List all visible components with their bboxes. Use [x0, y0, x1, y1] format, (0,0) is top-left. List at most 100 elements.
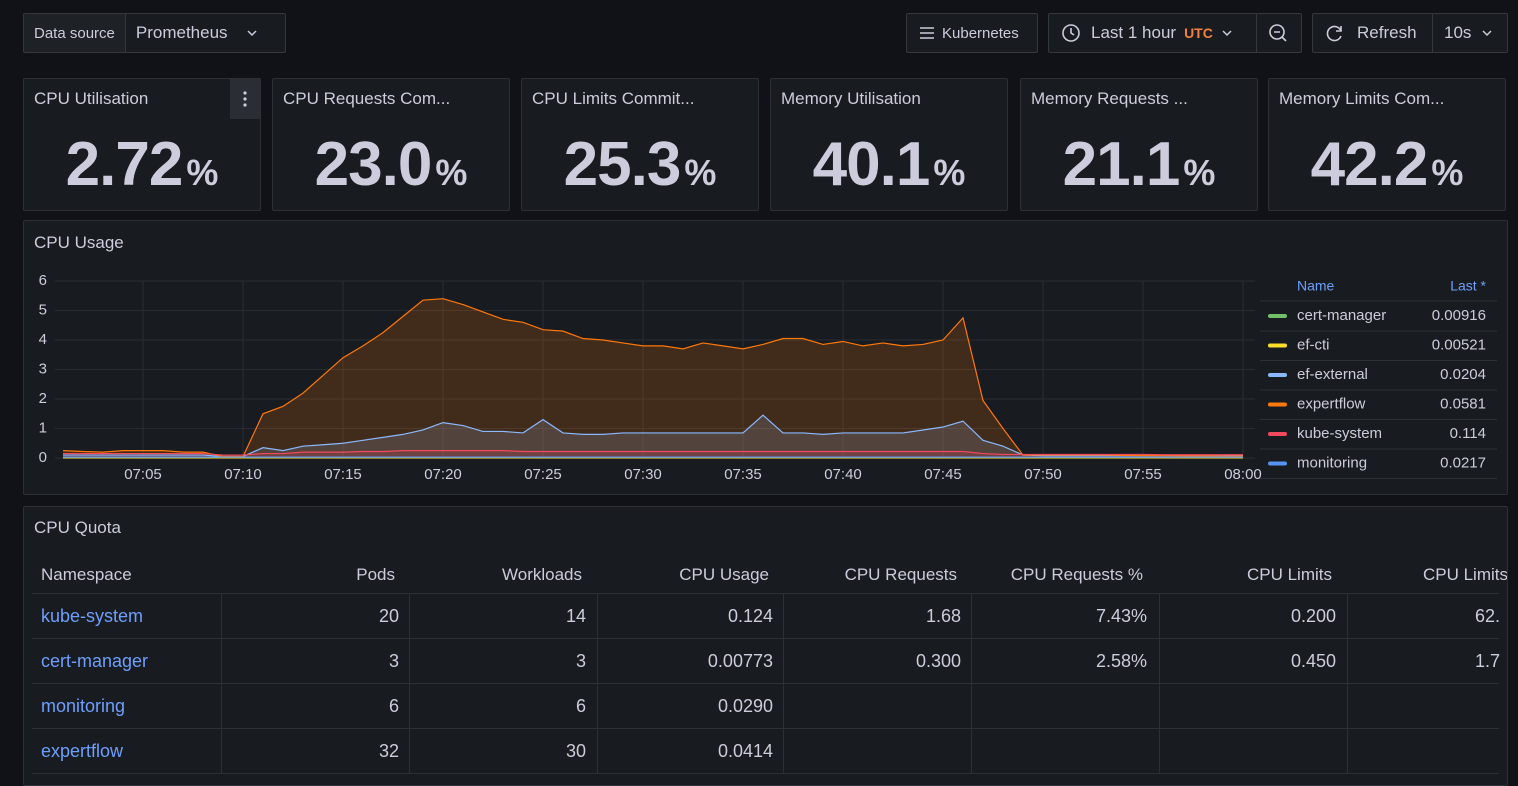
column-divider: [409, 639, 410, 683]
column-header[interactable]: CPU Requests %: [1011, 565, 1143, 585]
table-cell: 6: [389, 696, 399, 717]
y-tick-label: 6: [39, 272, 47, 289]
legend-name[interactable]: cert-manager: [1297, 307, 1386, 324]
y-tick-label: 1: [39, 419, 47, 436]
table-cell: 32: [379, 741, 399, 762]
table-cell: 6: [576, 696, 586, 717]
namespace-link[interactable]: expertflow: [41, 741, 123, 762]
table-cell: 3: [389, 651, 399, 672]
column-divider: [971, 594, 972, 638]
column-divider: [221, 594, 222, 638]
row-divider: [32, 773, 1499, 774]
column-divider: [409, 594, 410, 638]
table-cell: 2.58%: [1096, 651, 1147, 672]
column-divider: [971, 684, 972, 728]
legend-last: 0.00521: [1432, 336, 1486, 353]
x-tick-label: 07:25: [524, 466, 562, 483]
table-cell: 0.0290: [718, 696, 773, 717]
namespace-link[interactable]: monitoring: [41, 696, 125, 717]
column-divider: [1159, 684, 1160, 728]
legend-name[interactable]: ef-cti: [1297, 336, 1330, 353]
x-tick-label: 07:55: [1124, 466, 1162, 483]
column-divider: [1347, 639, 1348, 683]
y-tick-label: 3: [39, 360, 47, 377]
column-divider: [409, 684, 410, 728]
table-cell: 0.200: [1291, 606, 1336, 627]
x-tick-label: 07:30: [624, 466, 662, 483]
table-cell: 7.43%: [1096, 606, 1147, 627]
x-tick-label: 07:15: [324, 466, 362, 483]
cpu-usage-chart: 012345607:0507:1007:1507:2007:2507:3007:…: [0, 0, 1518, 506]
x-tick-label: 07:40: [824, 466, 862, 483]
column-divider: [783, 684, 784, 728]
column-divider: [597, 594, 598, 638]
column-divider: [409, 729, 410, 773]
table-cell: 1.68: [926, 606, 961, 627]
column-divider: [1159, 639, 1160, 683]
y-tick-label: 4: [39, 331, 47, 348]
table-cell: 30: [566, 741, 586, 762]
legend-last: 0.0581: [1440, 395, 1486, 412]
row-divider: [32, 728, 1499, 729]
legend-name[interactable]: monitoring: [1297, 454, 1367, 471]
y-tick-label: 0: [39, 449, 47, 466]
table-cell: 0.0414: [718, 741, 773, 762]
cpu-quota-panel: CPU Quota Namespace Pods Workloads CPU Usag…: [23, 506, 1508, 786]
column-divider: [971, 639, 972, 683]
legend-header: Name: [1297, 278, 1335, 294]
namespace-link[interactable]: kube-system: [41, 606, 143, 627]
table-cell: 0.450: [1291, 651, 1336, 672]
x-tick-label: 07:20: [424, 466, 462, 483]
header-divider: [32, 593, 1499, 594]
legend-name[interactable]: kube-system: [1297, 425, 1382, 442]
x-tick-label: 07:10: [224, 466, 262, 483]
column-divider: [221, 729, 222, 773]
legend-header: Last *: [1450, 278, 1486, 294]
column-divider: [1347, 729, 1348, 773]
column-divider: [1159, 594, 1160, 638]
column-header[interactable]: CPU Limits: [1247, 565, 1332, 585]
table-cell: 62.: [1475, 606, 1500, 627]
x-tick-label: 07:35: [724, 466, 762, 483]
column-header[interactable]: CPU Limits: [1423, 565, 1508, 585]
x-tick-label: 08:00: [1224, 466, 1262, 483]
column-divider: [971, 729, 972, 773]
column-divider: [1159, 729, 1160, 773]
legend-name[interactable]: ef-external: [1297, 366, 1368, 383]
column-divider: [221, 639, 222, 683]
series-area: [63, 299, 1243, 458]
table-cell: 14: [566, 606, 586, 627]
x-tick-label: 07:50: [1024, 466, 1062, 483]
column-header[interactable]: Workloads: [502, 565, 582, 585]
column-header[interactable]: CPU Requests: [845, 565, 957, 585]
x-tick-label: 07:05: [124, 466, 162, 483]
table-cell: 20: [379, 606, 399, 627]
row-divider: [32, 638, 1499, 639]
legend-name[interactable]: expertflow: [1297, 395, 1366, 412]
column-divider: [597, 684, 598, 728]
column-header[interactable]: Namespace: [41, 565, 132, 585]
column-header[interactable]: Pods: [356, 565, 395, 585]
column-divider: [1347, 594, 1348, 638]
x-tick-label: 07:45: [924, 466, 962, 483]
table-cell: 0.00773: [708, 651, 773, 672]
column-divider: [597, 639, 598, 683]
table-cell: 0.124: [728, 606, 773, 627]
legend-last: 0.0204: [1440, 366, 1486, 383]
column-divider: [597, 729, 598, 773]
row-divider: [32, 683, 1499, 684]
column-divider: [783, 594, 784, 638]
legend-last: 0.114: [1450, 425, 1486, 442]
column-divider: [221, 684, 222, 728]
column-divider: [1347, 684, 1348, 728]
namespace-link[interactable]: cert-manager: [41, 651, 148, 672]
column-divider: [783, 729, 784, 773]
table-cell: 1.7: [1475, 651, 1500, 672]
column-header[interactable]: CPU Usage: [679, 565, 769, 585]
y-tick-label: 2: [39, 390, 47, 407]
panel-title: CPU Quota: [34, 518, 121, 538]
table-cell: 0.300: [916, 651, 961, 672]
legend-last: 0.0217: [1440, 454, 1486, 471]
